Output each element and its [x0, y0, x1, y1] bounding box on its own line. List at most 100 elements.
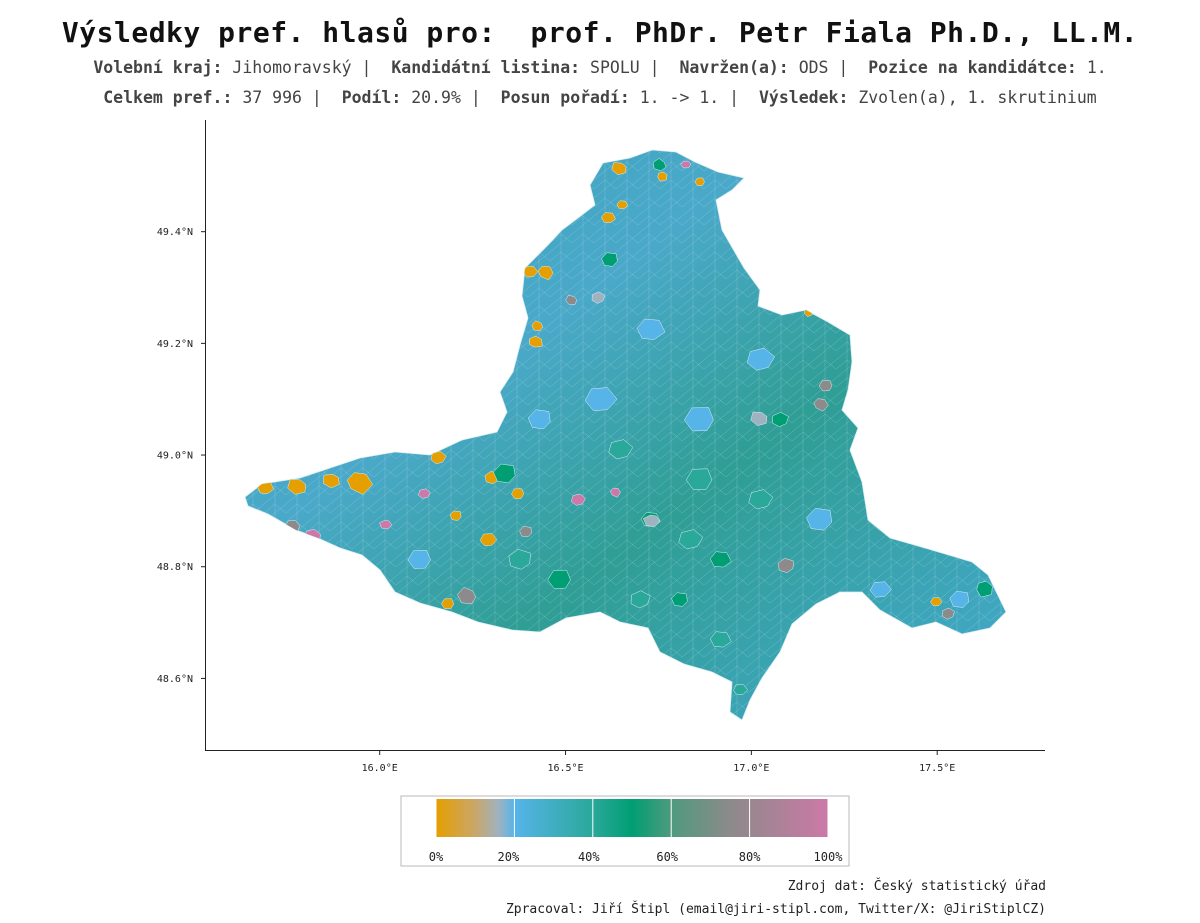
separator: |	[719, 88, 750, 107]
meta-value: 1. -> 1.	[639, 88, 720, 107]
municipality-patch	[888, 509, 914, 530]
legend-colorbar	[436, 799, 828, 837]
legend-label: 0%	[429, 850, 444, 864]
municipality-patch	[671, 592, 688, 607]
municipality-patch	[694, 177, 705, 186]
y-tick-label: 49.4°N	[157, 227, 193, 238]
meta-label: Celkem pref.:	[103, 88, 233, 107]
legend-label: 20%	[498, 850, 520, 864]
separator: |	[639, 58, 670, 77]
municipality-patch	[449, 510, 462, 521]
municipality-patch	[601, 252, 618, 267]
author-note: Zpracoval: Jiří Štipl (email@jiri-stipl.…	[505, 902, 1046, 917]
x-tick-label: 17.0°E	[733, 763, 769, 774]
municipality-patch	[479, 533, 498, 546]
y-tick-label: 48.8°N	[157, 562, 193, 573]
legend-label: 60%	[656, 850, 678, 864]
municipality-patch	[652, 158, 667, 172]
municipality-patch	[441, 598, 455, 609]
municipality-patch	[733, 684, 748, 696]
municipality-patch	[531, 320, 543, 331]
x-tick-label: 17.5°E	[919, 763, 955, 774]
meta-line-2: Celkem pref.: 37 996 | Podíl: 20.9% | Po…	[0, 88, 1200, 107]
separator: |	[828, 58, 859, 77]
municipality-patch	[657, 171, 668, 182]
municipality-patch	[818, 380, 833, 392]
map-title: Výsledky pref. hlasů pro: prof. PhDr. Pe…	[61, 16, 1139, 49]
municipality-patch	[813, 398, 829, 412]
municipality-patch	[519, 526, 532, 538]
separator: |	[460, 88, 491, 107]
municipality-patch	[511, 488, 525, 499]
meta-value: 20.9%	[411, 88, 461, 107]
municipality-patch	[949, 590, 970, 608]
meta-value: Jihomoravský	[232, 58, 352, 77]
meta-line-1: Volební kraj: Jihomoravský | Kandidátní …	[0, 58, 1200, 77]
municipality-patch	[493, 463, 516, 484]
municipality-patch	[760, 280, 771, 289]
municipality-patch	[537, 265, 554, 281]
meta-label: Pozice na kandidátce:	[868, 58, 1077, 77]
meta-label: Posun pořadí:	[500, 88, 630, 107]
municipality-patch	[678, 529, 704, 550]
municipality-patch	[748, 489, 774, 510]
municipality-patch	[680, 160, 692, 169]
municipality-patch	[685, 468, 713, 491]
municipality-patch	[346, 472, 374, 495]
municipality-patch	[772, 412, 789, 427]
municipality-patch	[709, 631, 732, 648]
municipality-patch	[457, 586, 477, 605]
color-legend: 0% 20% 40% 60% 80% 100%	[400, 795, 850, 867]
municipality-patch	[508, 549, 531, 570]
municipality-patch	[636, 318, 666, 340]
meta-value: 37 996	[242, 88, 302, 107]
x-tick-label: 16.0°E	[362, 763, 398, 774]
municipality-patch	[608, 439, 634, 460]
municipality-patch	[930, 597, 943, 607]
region-map	[244, 149, 1007, 721]
municipality-patch	[942, 607, 955, 620]
x-tick-label: 16.5°E	[547, 763, 583, 774]
separator: |	[351, 58, 382, 77]
source-note: Zdroj dat: Český statistický úřad	[787, 879, 1046, 894]
municipality-patch	[529, 335, 543, 348]
municipality-patch	[323, 474, 340, 489]
municipality-borders	[245, 150, 1006, 720]
meta-value: ODS	[798, 58, 829, 77]
legend-label: 80%	[739, 850, 761, 864]
municipality-patch	[601, 212, 616, 224]
municipality-patch	[407, 549, 431, 569]
municipality-patch	[584, 387, 618, 411]
y-tick-label: 49.0°N	[157, 451, 193, 462]
meta-label: Výsledek:	[758, 88, 849, 107]
meta-label: Navržen(a):	[679, 58, 789, 77]
municipality-patch	[418, 488, 431, 499]
municipality-patch	[642, 514, 661, 527]
meta-label: Podíl:	[341, 88, 402, 107]
legend-label: 100%	[814, 850, 844, 864]
municipality-patch	[591, 291, 606, 304]
y-tick-label: 49.2°N	[157, 339, 193, 350]
legend-label: 40%	[578, 850, 600, 864]
municipality-patch	[806, 508, 833, 531]
meta-label: Volební kraj:	[93, 58, 223, 77]
municipality-patch	[547, 569, 571, 589]
municipality-patch	[527, 409, 551, 430]
municipality-patch	[565, 294, 577, 305]
municipality-patch	[379, 520, 393, 530]
municipality-patch	[746, 347, 776, 371]
municipality-patch	[609, 487, 621, 498]
separator: |	[301, 88, 332, 107]
municipality-patch	[976, 580, 993, 598]
municipality-patch	[611, 162, 627, 175]
municipality-patch	[869, 581, 892, 598]
municipality-patch	[777, 558, 794, 573]
meta-value: Zvolen(a), 1. skrutinium	[858, 88, 1097, 107]
municipality-patch	[750, 411, 768, 426]
municipality-patch	[571, 493, 586, 506]
y-tick-label: 48.6°N	[157, 674, 193, 685]
meta-label: Kandidátní listina:	[391, 58, 581, 77]
municipality-patch	[630, 590, 651, 609]
municipality-patch	[683, 407, 714, 432]
